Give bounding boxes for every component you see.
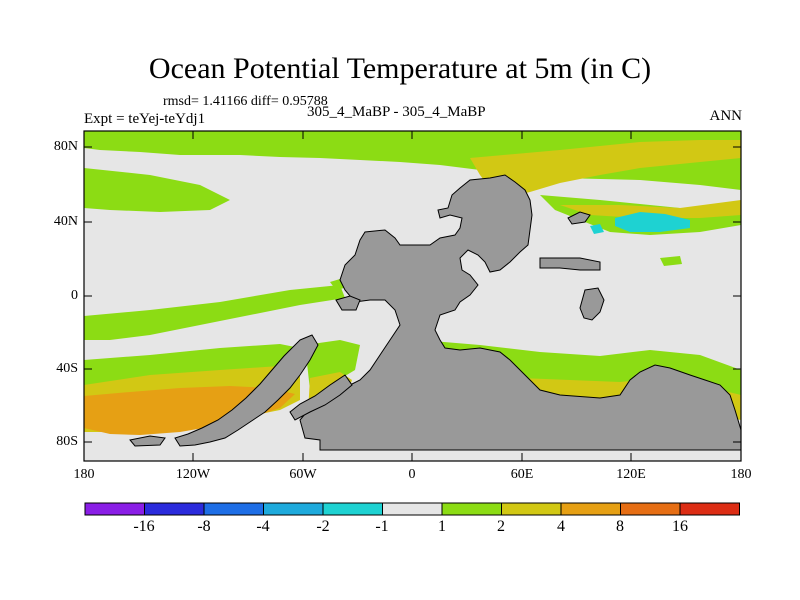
- colorbar-label-m2: -2: [316, 518, 330, 535]
- colorbar-label-m1: -1: [375, 518, 389, 535]
- colorbar-box-6: [382, 502, 443, 516]
- colorbar-box-9: [560, 502, 621, 516]
- colorbar-box-2: [144, 502, 205, 516]
- colorbar-label-4: 4: [557, 518, 565, 535]
- land-island-southern: [129, 435, 166, 447]
- colorbar: [84, 502, 740, 516]
- experiment-label: Expt = teYej-teYdj1: [84, 111, 206, 127]
- colorbar-box-11: [679, 502, 740, 516]
- colorbar-label-m16: -16: [133, 518, 155, 535]
- season-label: ANN: [709, 108, 743, 124]
- colorbar-label-m8: -8: [197, 518, 211, 535]
- colorbar-box-10: [620, 502, 681, 516]
- lon-label-180e: 180: [730, 467, 752, 482]
- colorbar-label-m4: -4: [256, 518, 270, 535]
- stats-label: rmsd= 1.41166 diff= 0.95788: [163, 94, 328, 109]
- colorbar-box-1: [84, 502, 145, 516]
- lon-label-120e: 120E: [616, 467, 646, 482]
- colorbar-box-7: [441, 502, 502, 516]
- lat-label-80n: 80N: [53, 139, 78, 154]
- cyan-anomaly: [615, 212, 690, 232]
- land-island-east-b: [567, 211, 591, 225]
- colorbar-box-5: [322, 502, 383, 516]
- tick-marks: [83, 131, 742, 461]
- equatorial-green-east: [660, 256, 682, 266]
- colorbar-label-1: 1: [438, 518, 446, 535]
- colorbar-box-3: [203, 502, 264, 516]
- lat-label-40s: 40S: [56, 361, 78, 376]
- north-atlantic-yellow: [560, 200, 741, 218]
- colorbar-box-4: [263, 502, 324, 516]
- colorbar-label-16: 16: [672, 518, 688, 535]
- colorbar-label-2: 2: [497, 518, 505, 535]
- land-island-east-a: [539, 257, 601, 271]
- equatorial-green-band: [84, 285, 345, 340]
- lat-label-80s: 80S: [56, 434, 78, 449]
- cyan-anomaly-small: [590, 224, 604, 234]
- colorbar-label-8: 8: [616, 518, 624, 535]
- lat-label-0: 0: [71, 288, 78, 303]
- colorbar-box-8: [501, 502, 562, 516]
- land-masses: [129, 174, 742, 451]
- lon-label-0: 0: [408, 467, 416, 482]
- plot-title: Ocean Potential Temperature at 5m (in C): [148, 52, 652, 85]
- land-island-caribbean: [335, 295, 361, 311]
- case-label: 305_4_MaBP - 305_4_MaBP: [307, 104, 486, 120]
- southern-orange-band: [84, 386, 295, 435]
- lon-label-60e: 60E: [510, 467, 534, 482]
- lon-label-120w: 120W: [175, 467, 211, 482]
- north-pacific-green: [84, 168, 230, 212]
- arctic-yellow-band: [470, 140, 741, 198]
- land-andes: [174, 334, 319, 447]
- lon-label-180w: 180: [73, 467, 95, 482]
- lat-label-40n: 40N: [53, 214, 78, 229]
- land-island-east-c: [579, 287, 605, 321]
- lon-label-60w: 60W: [289, 467, 317, 482]
- land-antarctic-peninsula: [289, 374, 353, 421]
